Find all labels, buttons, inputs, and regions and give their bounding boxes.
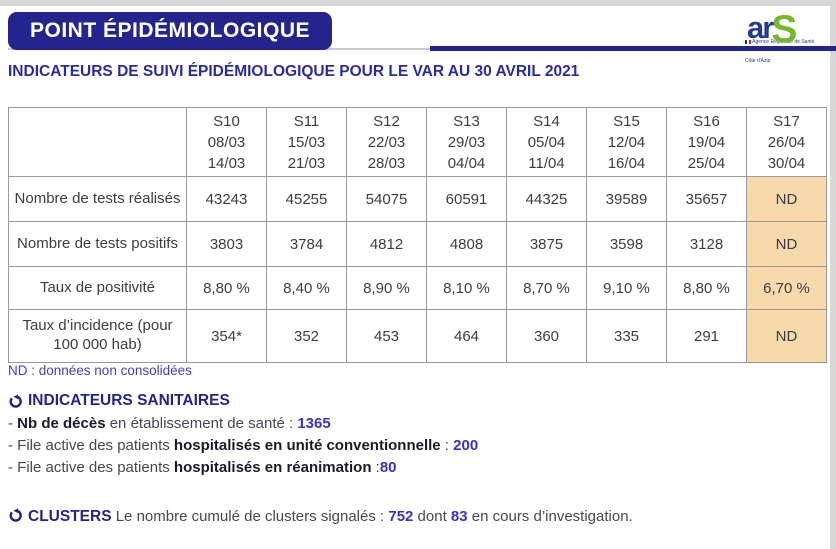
table-row-taux-incidence: Taux d’incidence (pour 100 000 hab) 354*… — [8, 309, 827, 363]
week-header-s10: S10 08/03 14/03 — [186, 107, 267, 177]
clusters-title: CLUSTERS — [28, 508, 112, 526]
circular-arrow-icon — [8, 393, 23, 409]
week-header-s12: S12 22/03 28/03 — [346, 107, 427, 177]
ars-logo: Agence Régionale de Santé arS Côte d'Azu… — [741, 6, 827, 64]
header-divider-navy — [430, 46, 836, 51]
cell-value: 8,70 % — [506, 266, 587, 310]
clusters-total: 752 — [388, 508, 414, 526]
circular-arrow-icon — [8, 508, 23, 527]
reanimation-value: 80 — [379, 458, 397, 476]
section-title-text: INDICATEURS SANITAIRES — [28, 392, 230, 409]
week-header-s15: S15 12/04 16/04 — [586, 107, 667, 177]
cell-value: 35657 — [666, 176, 747, 222]
window-right-edge — [830, 0, 836, 549]
epidemiology-table: S10 08/03 14/03 S11 15/03 21/03 S12 22/03 28/0… — [8, 107, 827, 363]
cell-value: 4812 — [346, 221, 427, 267]
text-sections: INDICATEURS SANITAIRES - Nb de décès en … — [8, 392, 828, 527]
row-label: Taux d’incidence (pour 100 000 hab) — [8, 309, 187, 363]
cell-value: 8,90 % — [346, 266, 427, 310]
cell-value: 8,40 % — [266, 266, 347, 310]
cell-value-nd: ND — [746, 221, 827, 267]
line-nb-deces: - Nb de décès en établissement de santé … — [8, 415, 331, 432]
cell-value: 8,10 % — [426, 266, 507, 310]
ars-logo-word: arS — [747, 6, 798, 49]
cell-value-nd: ND — [746, 309, 827, 363]
cell-value: 352 — [266, 309, 347, 363]
week-header-s13: S13 29/03 04/04 — [426, 107, 507, 177]
table-row-taux-positivite: Taux de positivité 8,80 % 8,40 % 8,90 % … — [8, 266, 827, 310]
cell-value-nd: ND — [746, 176, 827, 222]
ars-logo-ar: ar — [747, 10, 774, 45]
cell-value: 3784 — [266, 221, 347, 267]
cell-value: 39589 — [586, 176, 667, 222]
row-label: Taux de positivité — [8, 266, 187, 310]
table-header-row: S10 08/03 14/03 S11 15/03 21/03 S12 22/03 28/0… — [8, 107, 827, 177]
line-hospitalises-conventionnelle: - File active des patients hospitalisés … — [8, 436, 479, 454]
cell-value: 8,80 % — [666, 266, 747, 310]
cell-value: 60591 — [426, 176, 507, 222]
cell-value: 3128 — [666, 221, 747, 267]
report-subtitle: INDICATEURS DE SUIVI ÉPIDÉMIOLOGIQUE POU… — [8, 63, 580, 80]
week-header-s16: S16 19/04 25/04 — [666, 107, 747, 177]
cell-value: 360 — [506, 309, 587, 363]
cell-value: 453 — [346, 309, 427, 363]
conventionnelle-value: 200 — [453, 436, 479, 454]
cell-value: 354* — [186, 309, 267, 363]
page-title: POINT ÉPIDÉMIOLOGIQUE — [8, 12, 333, 50]
cell-value: 54075 — [346, 176, 427, 222]
section-clusters: CLUSTERS Le nombre cumulé de clusters si… — [8, 508, 828, 527]
nd-footnote: ND : données non consolidées — [8, 363, 192, 378]
ars-logo-s: S — [771, 8, 798, 51]
ars-logo-region: Côte d'Azur — [745, 58, 771, 64]
clusters-sentence: CLUSTERS Le nombre cumulé de clusters si… — [28, 508, 633, 526]
cell-value: 45255 — [266, 176, 347, 222]
clusters-investigation: 83 — [450, 508, 468, 526]
cell-value: 3803 — [186, 221, 267, 267]
week-header-s17: S17 26/04 30/04 — [746, 107, 827, 177]
row-label: Nombre de tests positifs — [8, 221, 187, 267]
cell-value: 335 — [586, 309, 667, 363]
cell-value: 43243 — [186, 176, 267, 222]
week-header-s14: S14 05/04 11/04 — [506, 107, 587, 177]
ars-logo-tagline: Agence Régionale de Santé — [745, 39, 814, 45]
section-title-indicateurs-sanitaires: INDICATEURS SANITAIRES — [8, 392, 828, 410]
cell-value: 44325 — [506, 176, 587, 222]
cell-value: 9,10 % — [586, 266, 667, 310]
table-corner-cell — [8, 107, 187, 177]
ars-tagline-text: Agence Régionale de Santé — [752, 39, 815, 45]
cell-value: 464 — [426, 309, 507, 363]
week-header-s11: S11 15/03 21/03 — [266, 107, 347, 177]
french-flag-icon — [745, 39, 747, 44]
cell-value: 291 — [666, 309, 747, 363]
deces-value: 1365 — [297, 415, 331, 432]
row-label: Nombre de tests réalisés — [8, 176, 187, 222]
line-hospitalises-reanimation: - File active des patients hospitalisés … — [8, 458, 397, 476]
cell-value: 3875 — [506, 221, 587, 267]
cell-value: 4808 — [426, 221, 507, 267]
cell-value: 8,80 % — [186, 266, 267, 310]
window-top-edge — [0, 0, 836, 6]
cell-value-nd: 6,70 % — [746, 266, 827, 310]
table-row-tests-realises: Nombre de tests réalisés 43243 45255 540… — [8, 176, 827, 222]
cell-value: 3598 — [586, 221, 667, 267]
table-row-tests-positifs: Nombre de tests positifs 3803 3784 4812 … — [8, 221, 827, 267]
